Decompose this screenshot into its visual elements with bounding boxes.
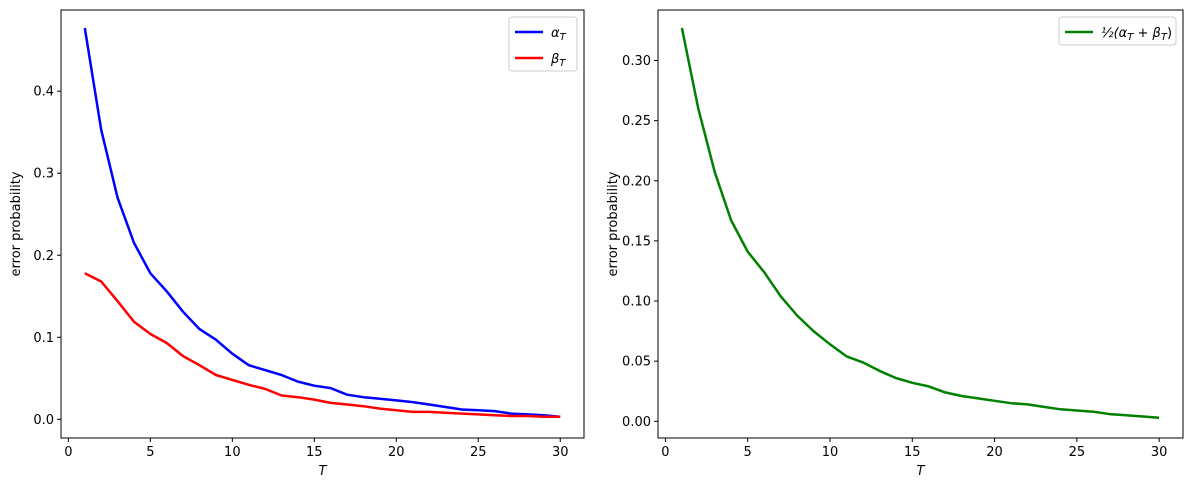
x-tick-label: 25 xyxy=(470,445,487,460)
legend-label: ½(αT​ + βT​) xyxy=(1101,26,1172,43)
x-tick-label: 5 xyxy=(744,445,752,460)
y-tick-label: 0.00 xyxy=(622,415,651,430)
series-line-2 xyxy=(84,272,561,419)
y-tick-label: 0.10 xyxy=(622,295,651,310)
x-tick-label: 0 xyxy=(64,445,72,460)
legend-label: αT​ xyxy=(551,26,567,43)
series-line-1 xyxy=(680,27,1160,419)
x-tick-label: 30 xyxy=(1151,445,1168,460)
legend-label: βT​ xyxy=(550,52,566,69)
x-axis-label: T xyxy=(319,464,328,479)
legend-box xyxy=(1058,16,1177,46)
y-tick-label: 0.05 xyxy=(622,355,651,370)
x-tick-label: 15 xyxy=(904,445,921,460)
x-tick-label: 10 xyxy=(822,445,839,460)
x-tick-label: 25 xyxy=(1069,445,1086,460)
x-tick-label: 0 xyxy=(661,445,669,460)
y-tick-label: 0.25 xyxy=(622,114,651,129)
x-tick-label: 15 xyxy=(306,445,323,460)
y-tick-label: 0.30 xyxy=(622,54,651,69)
x-axis-label: T xyxy=(917,464,926,479)
y-tick-label: 0.15 xyxy=(622,234,651,249)
legend: αT​ βT​ xyxy=(508,16,578,72)
y-tick-label: 0.3 xyxy=(33,167,54,182)
y-tick-label: 0.1 xyxy=(33,331,54,346)
axes-frame xyxy=(657,9,1184,439)
x-tick-label: 20 xyxy=(986,445,1003,460)
legend-box xyxy=(508,16,578,72)
y-axis-label: error probability xyxy=(9,171,24,276)
y-tick-label: 0.4 xyxy=(33,85,54,100)
x-tick-label: 20 xyxy=(388,445,405,460)
y-tick-label: 0.20 xyxy=(622,174,651,189)
y-tick-label: 0.0 xyxy=(33,413,54,428)
series-line-1 xyxy=(83,27,561,419)
y-axis-label: error probability xyxy=(606,171,621,276)
legend: ½(αT​ + βT​) xyxy=(1058,16,1177,46)
x-tick-label: 30 xyxy=(552,445,569,460)
axes-frame xyxy=(60,9,585,439)
y-tick-label: 0.2 xyxy=(33,249,54,264)
chart-2: 0 5 10 15 20 25 30 0.00 0.05 0.10 0.15 0.20 0.25 0.30… xyxy=(606,9,1184,479)
x-tick-label: 5 xyxy=(146,445,154,460)
x-tick-label: 10 xyxy=(224,445,241,460)
